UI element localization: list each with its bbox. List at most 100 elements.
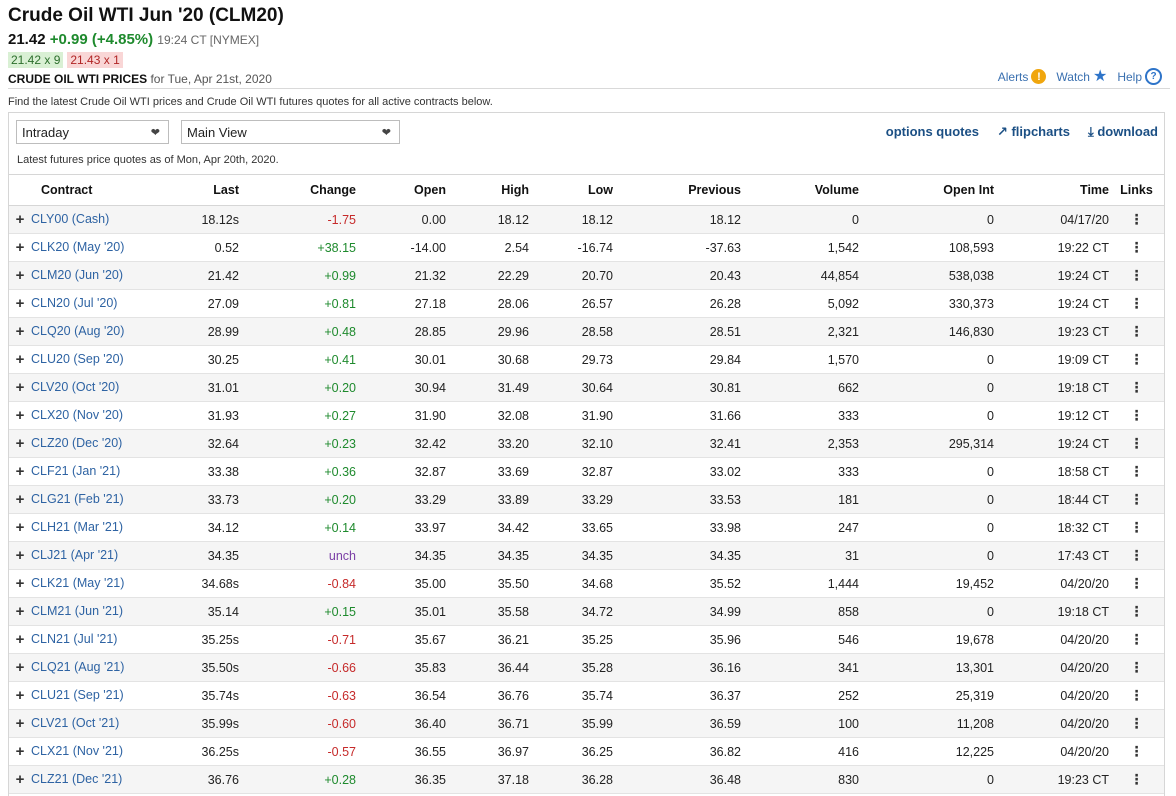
vertical-dots-icon[interactable]: ⋮	[1129, 435, 1144, 451]
contract-link[interactable]: CLZ20 (Dec '20)	[31, 435, 123, 450]
vertical-dots-icon[interactable]: ⋮	[1129, 491, 1144, 507]
plus-icon[interactable]: +	[15, 715, 25, 732]
links-cell: ⋮	[1109, 485, 1164, 514]
column-header-change[interactable]: Change	[239, 174, 356, 206]
contract-link[interactable]: CLG21 (Feb '21)	[31, 491, 124, 506]
vertical-dots-icon[interactable]: ⋮	[1129, 743, 1144, 759]
plus-icon[interactable]: +	[15, 295, 25, 312]
last-cell: 28.99	[154, 317, 239, 346]
plus-icon[interactable]: +	[15, 351, 25, 368]
vertical-dots-icon[interactable]: ⋮	[1129, 211, 1144, 227]
quote-header: Crude Oil WTI Jun '20 (CLM20) 21.42 +0.9…	[8, 4, 284, 68]
price-change: +0.99 (+4.85%)	[49, 31, 154, 48]
vertical-dots-icon[interactable]: ⋮	[1129, 575, 1144, 591]
contract-link[interactable]: CLK20 (May '20)	[31, 239, 125, 254]
contract-link[interactable]: CLQ20 (Aug '20)	[31, 323, 125, 338]
contract-link[interactable]: CLV20 (Oct '20)	[31, 379, 120, 394]
contract-cell: + CLK20 (May '20)	[9, 233, 154, 262]
as-of-note: Latest futures price quotes as of Mon, A…	[17, 154, 279, 166]
plus-icon[interactable]: +	[15, 687, 25, 704]
column-header-low[interactable]: Low	[529, 174, 613, 206]
contract-link[interactable]: CLN20 (Jul '20)	[31, 295, 118, 310]
divider	[8, 88, 1170, 89]
column-header-last[interactable]: Last	[154, 174, 239, 206]
vertical-dots-icon[interactable]: ⋮	[1129, 295, 1144, 311]
change-cell: +0.36	[239, 457, 356, 486]
plus-icon[interactable]: +	[15, 407, 25, 424]
contract-link[interactable]: CLH21 (Mar '21)	[31, 519, 123, 534]
view-select[interactable]: Main View ❤	[181, 120, 400, 144]
vertical-dots-icon[interactable]: ⋮	[1129, 715, 1144, 731]
plus-icon[interactable]: +	[15, 211, 25, 228]
help-button[interactable]: Help ?	[1117, 68, 1162, 85]
vertical-dots-icon[interactable]: ⋮	[1129, 519, 1144, 535]
open-cell: 31.90	[356, 401, 446, 430]
vertical-dots-icon[interactable]: ⋮	[1129, 323, 1144, 339]
contract-link[interactable]: CLU20 (Sep '20)	[31, 351, 124, 366]
plus-icon[interactable]: +	[15, 267, 25, 284]
contract-link[interactable]: CLZ21 (Dec '21)	[31, 771, 123, 786]
vertical-dots-icon[interactable]: ⋮	[1129, 379, 1144, 395]
column-header-volume[interactable]: Volume	[741, 174, 859, 206]
vertical-dots-icon[interactable]: ⋮	[1129, 771, 1144, 787]
plus-icon[interactable]: +	[15, 435, 25, 452]
column-header-time[interactable]: Time	[994, 174, 1109, 206]
vertical-dots-icon[interactable]: ⋮	[1129, 239, 1144, 255]
contract-link[interactable]: CLM21 (Jun '21)	[31, 603, 124, 618]
contract-link[interactable]: CLM20 (Jun '20)	[31, 267, 124, 282]
vertical-dots-icon[interactable]: ⋮	[1129, 407, 1144, 423]
plus-icon[interactable]: +	[15, 631, 25, 648]
previous-cell: 33.53	[613, 485, 741, 514]
interval-select[interactable]: Intraday ❤	[16, 120, 169, 144]
contract-link[interactable]: CLY00 (Cash)	[31, 211, 110, 226]
column-header-high[interactable]: High	[446, 174, 529, 206]
vertical-dots-icon[interactable]: ⋮	[1129, 603, 1144, 619]
plus-icon[interactable]: +	[15, 491, 25, 508]
vertical-dots-icon[interactable]: ⋮	[1129, 463, 1144, 479]
column-header-previous[interactable]: Previous	[613, 174, 741, 206]
vertical-dots-icon[interactable]: ⋮	[1129, 687, 1144, 703]
contract-link[interactable]: CLK21 (May '21)	[31, 575, 125, 590]
plus-icon[interactable]: +	[15, 771, 25, 788]
plus-icon[interactable]: +	[15, 743, 25, 760]
vertical-dots-icon[interactable]: ⋮	[1129, 267, 1144, 283]
vertical-dots-icon[interactable]: ⋮	[1129, 631, 1144, 647]
volume-cell: 100	[741, 709, 859, 738]
table-row: + CLN21 (Jul '21) 35.25s -0.71 35.67 36.21 35.…	[9, 625, 1164, 654]
contract-link[interactable]: CLJ21 (Apr '21)	[31, 547, 119, 562]
contract-link[interactable]: CLU21 (Sep '21)	[31, 687, 124, 702]
plus-icon[interactable]: +	[15, 239, 25, 256]
contract-link[interactable]: CLV21 (Oct '21)	[31, 715, 120, 730]
last-cell: 31.93	[154, 401, 239, 430]
plus-icon[interactable]: +	[15, 379, 25, 396]
column-header-contract[interactable]: Contract	[9, 174, 154, 206]
alerts-button[interactable]: Alerts !	[998, 69, 1047, 84]
column-header-open-int[interactable]: Open Int	[859, 174, 994, 206]
contract-link[interactable]: CLN21 (Jul '21)	[31, 631, 118, 646]
contract-link[interactable]: CLF21 (Jan '21)	[31, 463, 121, 478]
vertical-dots-icon[interactable]: ⋮	[1129, 659, 1144, 675]
column-header-open[interactable]: Open	[356, 174, 446, 206]
contract-link[interactable]: CLX21 (Nov '21)	[31, 743, 124, 758]
plus-icon[interactable]: +	[15, 519, 25, 536]
options-quotes-link[interactable]: options quotes	[885, 124, 979, 139]
contract-cell: + CLQ21 (Aug '21)	[9, 653, 154, 682]
contract-link[interactable]: CLQ21 (Aug '21)	[31, 659, 125, 674]
plus-icon[interactable]: +	[15, 659, 25, 676]
contract-link[interactable]: CLX20 (Nov '20)	[31, 407, 124, 422]
vertical-dots-icon[interactable]: ⋮	[1129, 547, 1144, 563]
plus-icon[interactable]: +	[15, 323, 25, 340]
open-cell: 33.29	[356, 485, 446, 514]
watch-button[interactable]: Watch ★	[1056, 68, 1107, 84]
change-cell: -0.60	[239, 709, 356, 738]
links-cell: ⋮	[1109, 513, 1164, 542]
vertical-dots-icon[interactable]: ⋮	[1129, 351, 1144, 367]
download-link[interactable]: ⤓ download	[1088, 124, 1158, 140]
plus-icon[interactable]: +	[15, 463, 25, 480]
links-cell: ⋮	[1109, 541, 1164, 570]
plus-icon[interactable]: +	[15, 603, 25, 620]
plus-icon[interactable]: +	[15, 575, 25, 592]
plus-icon[interactable]: +	[15, 547, 25, 564]
flipcharts-link[interactable]: ↗ flipcharts	[997, 124, 1070, 140]
contract-cell: + CLX21 (Nov '21)	[9, 737, 154, 766]
